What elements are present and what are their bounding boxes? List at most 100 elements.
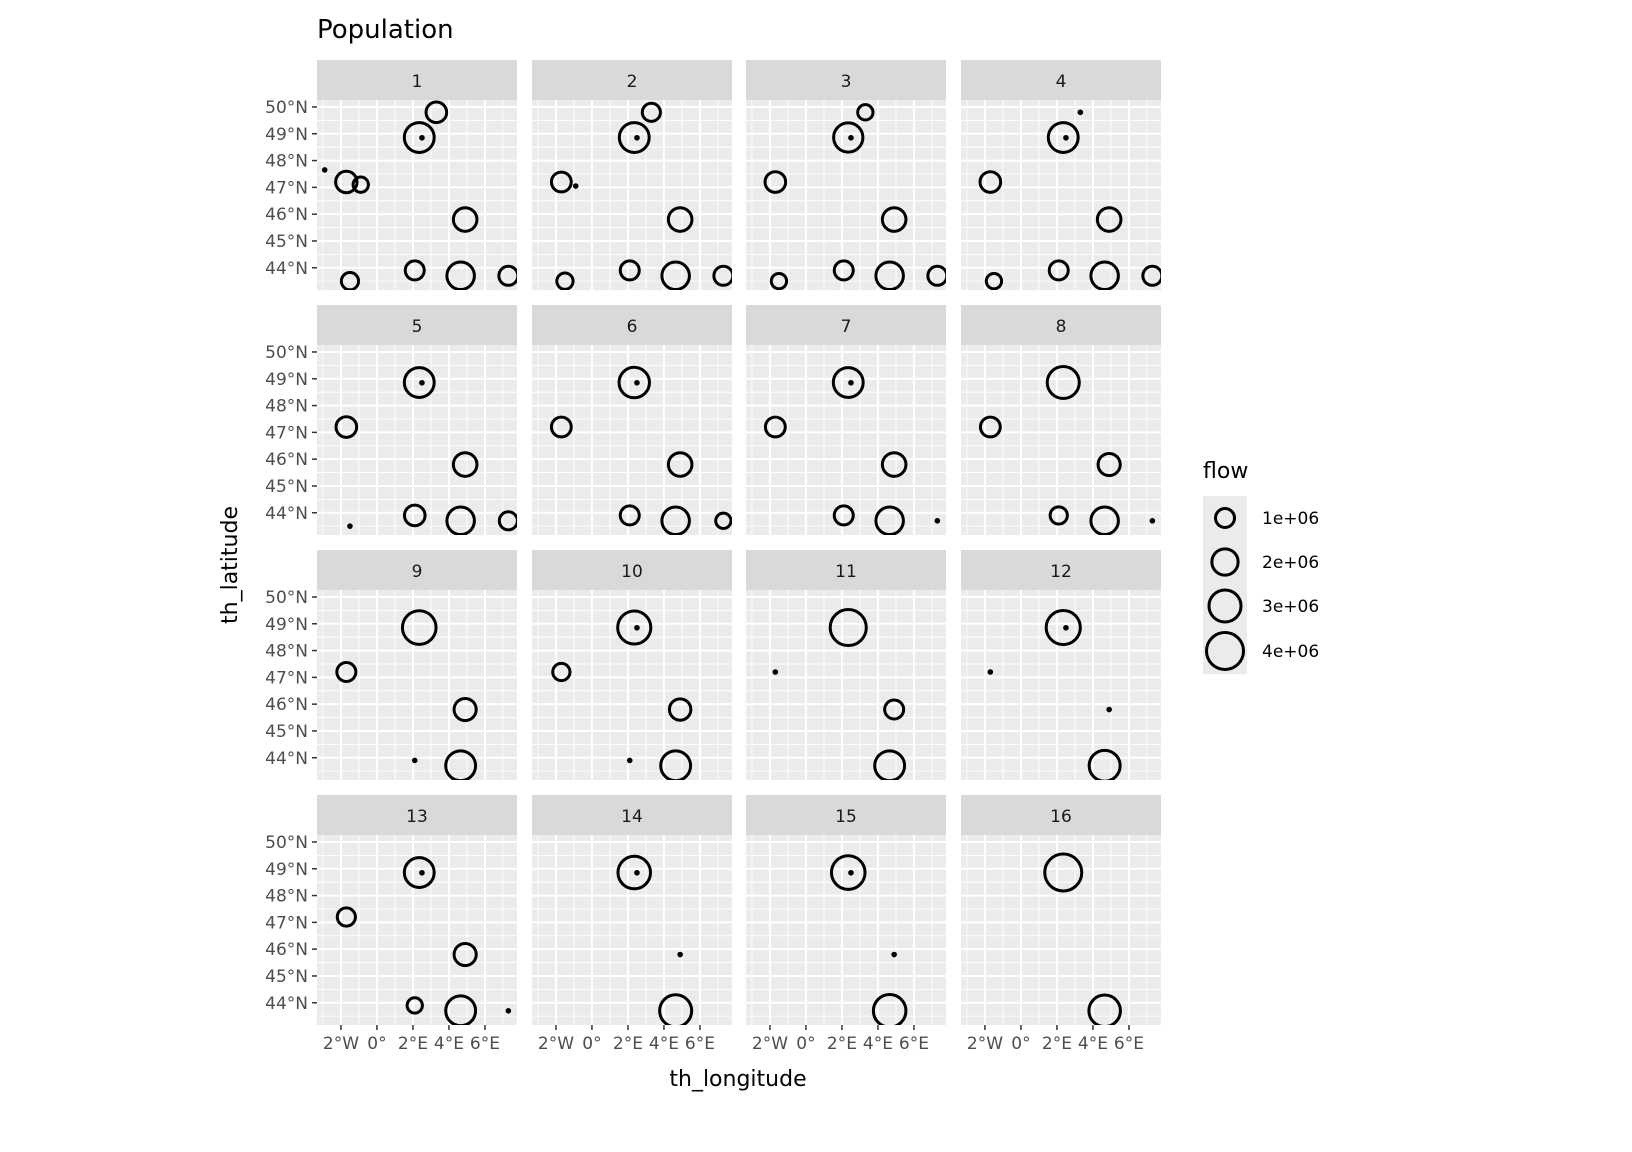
data-point <box>616 854 653 891</box>
x-tick-label: 4°E <box>863 1034 893 1054</box>
data-point <box>667 697 693 722</box>
panel-points <box>763 103 946 290</box>
data-point <box>419 869 425 876</box>
data-point <box>424 100 449 125</box>
y-tick-label: 44°N <box>265 749 308 769</box>
data-point <box>1047 259 1070 282</box>
x-tick-label: 0° <box>796 1034 815 1054</box>
data-point <box>874 505 905 535</box>
x-tick-label: 2°W <box>538 1034 574 1054</box>
data-point <box>677 951 683 958</box>
data-point <box>934 517 941 524</box>
y-tick-label: 45°N <box>265 477 308 497</box>
y-tick-label: 45°N <box>265 722 308 742</box>
facet-strip-label: 7 <box>841 317 852 337</box>
facet-panel-1: 1 50°N 49°N 48°N 47°N 46°N 45°N 44°N <box>265 60 517 290</box>
chart-title: Population <box>317 15 454 45</box>
facet-strip <box>961 60 1161 100</box>
facet-panel-3: 3 <box>746 60 946 290</box>
panel-points <box>978 364 1156 535</box>
y-tick-label: 49°N <box>265 860 308 880</box>
data-point <box>452 941 478 968</box>
facet-strip-label: 2 <box>627 72 638 92</box>
x-tick-label: 4°E <box>434 1034 464 1054</box>
panel-background <box>317 345 517 535</box>
data-point <box>617 365 651 400</box>
data-point <box>832 121 865 154</box>
x-tick-label: 6°E <box>899 1034 929 1054</box>
data-point <box>351 175 370 194</box>
panel-background <box>317 590 517 780</box>
data-point <box>616 609 653 646</box>
facet-panel-7: 7 <box>746 305 946 535</box>
x-tick-label: 2°E <box>398 1034 428 1054</box>
data-point <box>666 451 694 478</box>
y-tick-label: 47°N <box>265 913 308 933</box>
x-tick-label: 0° <box>1011 1034 1030 1054</box>
facet-strip-label: 5 <box>412 317 423 337</box>
data-point <box>712 264 732 287</box>
data-point <box>763 415 787 439</box>
panel-points <box>549 365 732 535</box>
facet-panel-9: 9 50°N 49°N 48°N 47°N 46°N 45°N 44°N <box>265 550 517 780</box>
facet-strip-label: 6 <box>627 317 638 337</box>
data-point <box>549 415 573 439</box>
facet-strip <box>746 60 946 100</box>
data-point <box>659 749 693 780</box>
data-point <box>891 951 897 958</box>
panel-background <box>746 100 946 290</box>
data-point <box>1106 706 1112 713</box>
facet-strip <box>746 550 946 590</box>
data-point <box>402 366 436 399</box>
data-point <box>873 749 907 780</box>
data-point <box>419 134 425 141</box>
panel-points <box>763 366 941 535</box>
data-point <box>444 749 478 780</box>
data-point <box>1046 121 1080 154</box>
panel-background <box>532 835 732 1025</box>
x-tick-label: 2°E <box>613 1034 643 1054</box>
data-point <box>1096 451 1122 478</box>
data-point <box>926 264 946 287</box>
facet-strip <box>961 305 1161 345</box>
facet-panel-11: 11 <box>746 550 946 780</box>
y-tick-label: 45°N <box>265 967 308 987</box>
data-point <box>335 906 357 928</box>
data-point <box>763 170 788 194</box>
y-tick-label: 50°N <box>265 98 308 118</box>
data-point <box>402 856 436 889</box>
facet-strip <box>746 305 946 345</box>
data-point <box>400 609 438 646</box>
data-point <box>549 170 573 194</box>
data-point <box>445 505 476 535</box>
data-point <box>402 121 436 154</box>
legend-key-circle <box>1207 588 1243 624</box>
data-point <box>551 661 572 683</box>
legend-key-circle <box>1210 547 1240 577</box>
facet-strip <box>532 550 732 590</box>
data-point <box>347 523 353 529</box>
data-point <box>832 504 855 527</box>
panel-background <box>746 835 946 1025</box>
data-point <box>874 260 905 290</box>
data-point <box>978 415 1002 439</box>
facet-panel-14: 14 2°W 0° 2°E 4°E 6°E <box>532 795 732 1054</box>
data-point <box>445 260 476 290</box>
y-tick-label: 50°N <box>265 833 308 853</box>
data-point <box>1089 260 1120 290</box>
legend-title: flow <box>1203 459 1248 484</box>
legend-label: 2e+06 <box>1262 553 1319 573</box>
y-tick-label: 48°N <box>265 397 308 417</box>
data-point <box>634 624 640 631</box>
data-point <box>1087 993 1122 1025</box>
facet-panel-6: 6 <box>532 305 732 535</box>
y-tick-label: 49°N <box>265 615 308 635</box>
y-tick-label: 47°N <box>265 423 308 443</box>
facet-strip-label: 13 <box>406 807 428 827</box>
data-point <box>871 993 908 1025</box>
data-point <box>497 264 517 287</box>
data-point <box>321 167 328 173</box>
data-point <box>831 366 865 399</box>
y-tick-label: 44°N <box>265 504 308 524</box>
